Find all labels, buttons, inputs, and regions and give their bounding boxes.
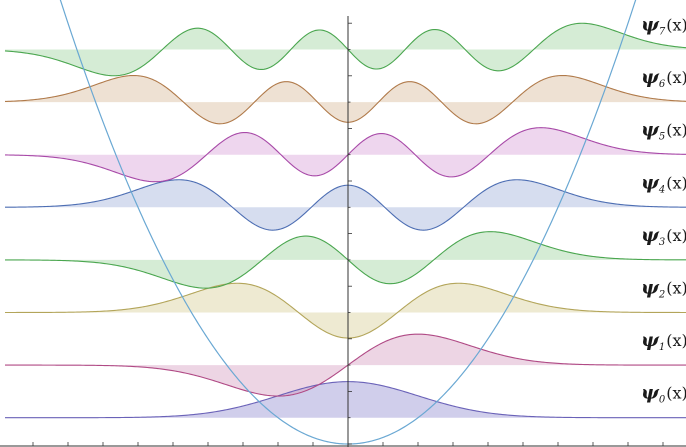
psi2-label: ψ2(x): [641, 277, 686, 301]
psi0-fill: [5, 381, 686, 418]
psi5-fill: [5, 127, 686, 182]
psi0-label: ψ0(x): [641, 382, 686, 406]
psi7-fill: [5, 23, 686, 76]
fills-layer: [5, 23, 686, 418]
psi4-label: ψ4(x): [641, 171, 686, 195]
labels-layer: ψ0(x) ψ1(x) ψ2(x) ψ3(x) ψ4(x) ψ5(x) ψ6(x) ψ7(x): [641, 14, 686, 406]
psi2-fill: [5, 283, 686, 339]
psi1-label: ψ1(x): [641, 329, 686, 353]
psi3-label: ψ3(x): [641, 224, 686, 248]
psi5-label: ψ5(x): [641, 119, 686, 143]
axes-layer: [0, 16, 686, 447]
psi4-fill: [5, 179, 686, 231]
psi1-fill: [5, 334, 686, 397]
psi6-fill: [5, 75, 686, 124]
psi6-label: ψ6(x): [641, 66, 686, 90]
psi7-label: ψ7(x): [641, 14, 686, 38]
psi3-fill: [5, 231, 686, 289]
